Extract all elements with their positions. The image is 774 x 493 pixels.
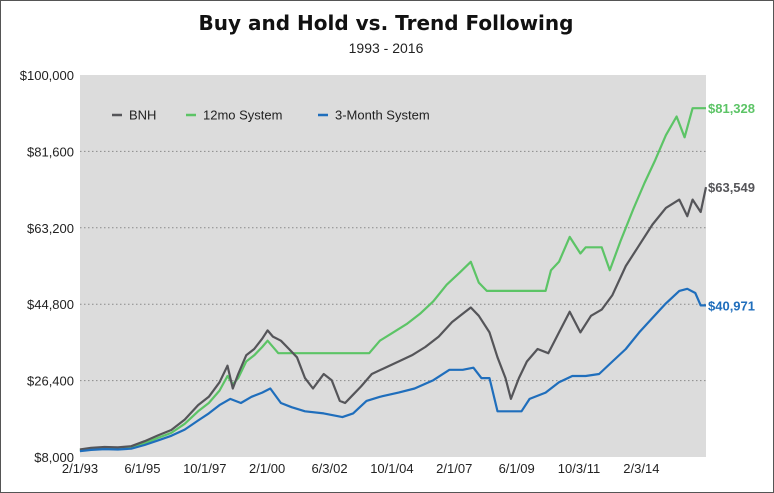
x-tick-label: 6/1/95: [124, 461, 160, 476]
legend-label: 12mo System: [203, 108, 282, 123]
y-tick-label: $26,400: [27, 374, 74, 389]
end-value-label: $40,971: [708, 298, 755, 313]
y-axis-ticks: $8,000 $26,400 $44,800 $63,200 $81,600 $100,0…: [20, 68, 74, 465]
legend-label: BNH: [129, 108, 156, 123]
x-tick-label: 2/3/14: [623, 461, 659, 476]
series-line-3-month-system: [79, 287, 706, 453]
x-tick-label: 10/3/11: [558, 461, 600, 476]
series-line-bnh: [79, 186, 708, 451]
end-value-label: $63,549: [708, 180, 755, 195]
x-tick-label: 10/1/97: [183, 461, 226, 476]
x-tick-label: 6/3/02: [311, 461, 347, 476]
y-tick-label: $100,000: [20, 68, 74, 83]
series-line-12mo-system: [79, 107, 706, 452]
series-lines: [79, 107, 708, 453]
x-tick-label: 2/1/00: [249, 461, 285, 476]
x-tick-label: 2/1/93: [62, 461, 98, 476]
x-axis-ticks: 2/1/93 6/1/95 10/1/97 2/1/00 6/3/02 10/1/04 2/…: [62, 461, 660, 476]
end-labels: $63,549 $81,328 $40,971: [708, 101, 755, 313]
y-tick-label: $8,000: [34, 450, 74, 465]
y-tick-label: $44,800: [27, 297, 74, 312]
gridlines: [80, 150, 706, 382]
end-value-label: $81,328: [708, 101, 755, 116]
x-tick-label: 2/1/07: [436, 461, 472, 476]
y-tick-label: $63,200: [27, 221, 74, 236]
x-tick-label: 10/1/04: [370, 461, 413, 476]
legend-label: 3-Month System: [335, 108, 430, 123]
y-tick-label: $81,600: [27, 144, 74, 159]
chart-title: Buy and Hold vs. Trend Following: [199, 11, 574, 35]
legend: BNH 12mo System 3-Month System: [112, 108, 430, 123]
x-tick-label: 6/1/09: [499, 461, 535, 476]
chart-subtitle: 1993 - 2016: [349, 40, 424, 56]
